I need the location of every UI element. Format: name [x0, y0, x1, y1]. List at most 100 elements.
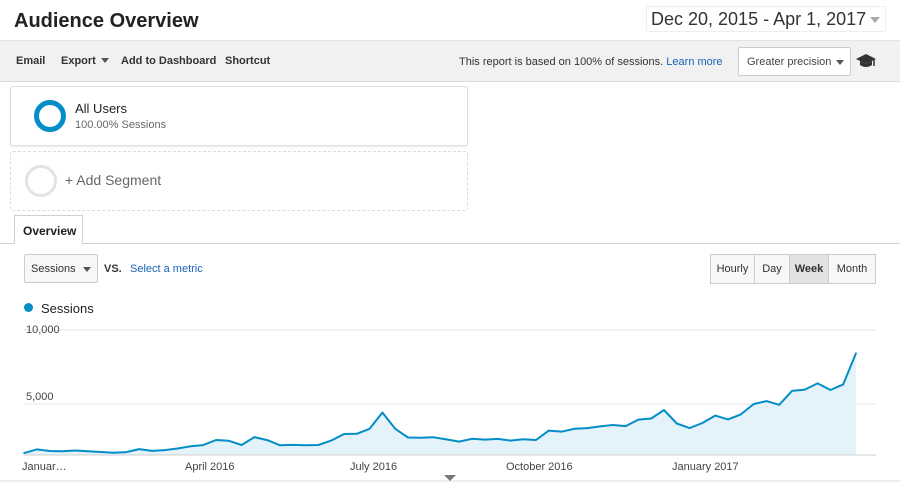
- data-point: [535, 439, 537, 441]
- data-point: [266, 439, 269, 441]
- donut-icon: [34, 100, 66, 132]
- data-point: [624, 425, 627, 427]
- data-point: [740, 413, 742, 416]
- sampling-note-text: This report is based on 100% of sessions…: [459, 56, 664, 68]
- y-tick-label: 10,000: [26, 324, 60, 336]
- granularity-day[interactable]: Day: [754, 254, 790, 284]
- legend-marker: [24, 303, 33, 312]
- sessions-area-fill: [24, 353, 856, 455]
- data-point: [663, 409, 665, 411]
- data-point: [292, 444, 294, 446]
- data-point: [202, 444, 204, 446]
- add-segment-button[interactable]: + Add Segment: [10, 151, 468, 211]
- data-point: [842, 383, 844, 386]
- report-toolbar: Email Export Add to Dashboard Shortcut T…: [0, 40, 900, 82]
- data-point: [599, 425, 601, 428]
- shortcut-button[interactable]: Shortcut: [225, 55, 271, 67]
- x-tick-label: July 2016: [350, 461, 397, 473]
- page-title: Audience Overview: [14, 10, 199, 32]
- export-label: Export: [61, 55, 96, 67]
- data-point: [458, 440, 461, 443]
- data-point: [727, 418, 729, 421]
- data-point: [471, 438, 473, 440]
- granularity-month[interactable]: Month: [828, 254, 876, 284]
- learn-more-link[interactable]: Learn more: [666, 56, 723, 68]
- export-button[interactable]: Export: [61, 55, 109, 67]
- data-point: [701, 422, 704, 424]
- data-point: [573, 428, 576, 430]
- date-range-selector[interactable]: Dec 20, 2015 - Apr 1, 2017: [646, 6, 886, 32]
- sampling-note: This report is based on 100% of sessions…: [459, 56, 723, 68]
- data-point: [240, 444, 243, 446]
- data-point: [855, 352, 857, 354]
- x-tick-label: January 2017: [672, 461, 739, 473]
- data-point: [356, 433, 358, 435]
- data-point: [304, 444, 307, 447]
- data-point: [496, 438, 499, 440]
- data-point: [637, 418, 640, 421]
- data-point: [484, 438, 486, 441]
- caret-down-icon: [100, 58, 109, 63]
- data-point: [778, 404, 780, 406]
- data-point: [445, 438, 448, 441]
- data-point: [829, 389, 832, 391]
- data-point: [125, 451, 128, 453]
- segment-card-all-users[interactable]: All Users 100.00% Sessions: [10, 86, 468, 146]
- chevron-down-icon: [870, 17, 880, 23]
- data-point: [176, 447, 179, 450]
- data-point: [676, 422, 678, 425]
- add-segment-label: + Add Segment: [65, 172, 162, 188]
- data-point: [23, 452, 25, 454]
- add-to-dashboard-button[interactable]: Add to Dashboard: [121, 55, 217, 67]
- scroll-down-icon[interactable]: [444, 475, 456, 481]
- data-point: [215, 439, 217, 441]
- data-point: [765, 400, 768, 402]
- data-point: [330, 439, 333, 442]
- data-point: [804, 388, 806, 391]
- x-tick-label: Januar…: [22, 461, 67, 473]
- data-point: [61, 450, 64, 453]
- data-point: [522, 438, 524, 441]
- empty-ring-icon: [25, 165, 57, 197]
- data-point: [36, 448, 38, 451]
- date-range-text: Dec 20, 2015 - Apr 1, 2017: [651, 8, 867, 29]
- data-point: [548, 429, 550, 432]
- vs-label: VS.: [104, 263, 122, 275]
- segment-share: 100.00% Sessions: [75, 119, 167, 131]
- tab-overview[interactable]: Overview: [14, 215, 83, 244]
- graduation-cap-icon[interactable]: [855, 53, 877, 69]
- data-point: [381, 411, 384, 414]
- sessions-line: [23, 352, 857, 455]
- legend-label-sessions[interactable]: Sessions: [41, 301, 94, 316]
- data-point: [407, 436, 409, 439]
- data-point: [87, 450, 89, 453]
- sessions-chart[interactable]: 10,000 5,000 Januar… April 2016 July 201…: [0, 318, 900, 482]
- data-point: [509, 439, 512, 442]
- tab-divider: [0, 243, 900, 244]
- segment-name: All Users: [75, 101, 128, 116]
- data-point: [138, 448, 140, 450]
- data-point: [688, 427, 691, 429]
- caret-down-icon: [83, 267, 91, 272]
- data-point: [368, 428, 371, 430]
- data-point: [151, 450, 153, 452]
- data-point: [48, 450, 51, 452]
- data-point: [752, 403, 755, 405]
- precision-label: Greater precision: [747, 56, 832, 68]
- data-point: [791, 390, 793, 392]
- data-points: [23, 352, 857, 454]
- select-metric-link[interactable]: Select a metric: [130, 263, 203, 275]
- email-button[interactable]: Email: [16, 55, 46, 67]
- data-point: [420, 437, 422, 439]
- data-point: [612, 424, 614, 426]
- data-point: [164, 449, 166, 451]
- data-point: [714, 414, 716, 417]
- granularity-hourly[interactable]: Hourly: [710, 254, 755, 284]
- data-point: [586, 427, 588, 429]
- data-point: [279, 444, 281, 447]
- x-tick-label: April 2016: [185, 461, 235, 473]
- data-point: [650, 417, 652, 420]
- granularity-week[interactable]: Week: [789, 254, 829, 284]
- metric-select[interactable]: Sessions: [24, 254, 98, 283]
- precision-dropdown[interactable]: Greater precision: [738, 47, 851, 76]
